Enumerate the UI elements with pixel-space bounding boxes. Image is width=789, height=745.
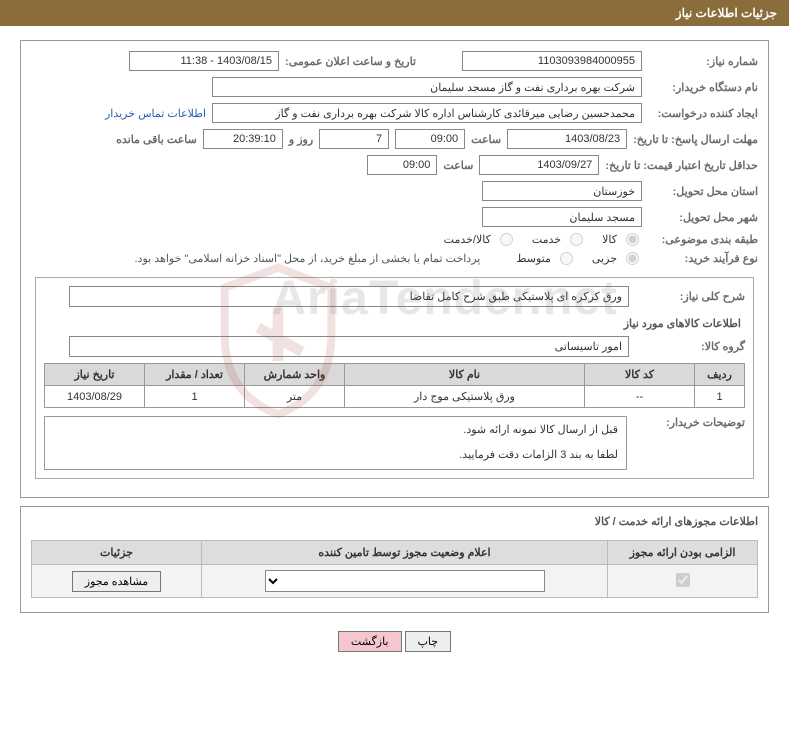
- cell-status: [202, 565, 608, 598]
- items-table: ردیف کد کالا نام کالا واحد شمارش تعداد /…: [44, 363, 745, 408]
- footer-buttons: چاپ بازگشت: [0, 623, 789, 668]
- mandatory-checkbox: [676, 573, 690, 587]
- th-mandatory: الزامی بودن ارائه مجوز: [608, 541, 758, 565]
- goods-group: امور تاسیساتی: [69, 336, 629, 357]
- th-status: اعلام وضعیت مجوز توسط تامین کننده: [202, 541, 608, 565]
- cat-goods-label: کالا: [602, 233, 617, 246]
- proc-partial-label: جزیی: [592, 252, 617, 265]
- buyer-org: شرکت بهره برداری نفت و گاز مسجد سلیمان: [212, 77, 642, 97]
- group-label: گروه کالا:: [635, 340, 745, 353]
- requester: محمدحسین رضایی میرقائدی کارشناس اداره کا…: [212, 103, 642, 123]
- cell-name: ورق پلاستیکی موج دار: [345, 386, 585, 408]
- th-details: جزئیات: [32, 541, 202, 565]
- requester-label: ایجاد کننده درخواست:: [648, 107, 758, 120]
- cell-qty: 1: [145, 386, 245, 408]
- th-code: کد کالا: [585, 364, 695, 386]
- th-unit: واحد شمارش: [245, 364, 345, 386]
- status-select[interactable]: [265, 570, 545, 592]
- cell-code: --: [585, 386, 695, 408]
- th-row: ردیف: [695, 364, 745, 386]
- cat-service-label: خدمت: [532, 233, 561, 246]
- buyer-note-label: توضیحات خریدار:: [635, 416, 745, 429]
- license-row: مشاهده مجوز: [32, 565, 758, 598]
- city: مسجد سلیمان: [482, 207, 642, 227]
- response-deadline-label: مهلت ارسال پاسخ: تا تاریخ:: [633, 133, 758, 146]
- validity-date: 1403/09/27: [479, 155, 599, 175]
- page-header: جزئیات اطلاعات نیاز: [0, 0, 789, 26]
- radio-mid: [560, 252, 573, 265]
- response-time: 09:00: [395, 129, 465, 149]
- print-button[interactable]: چاپ: [405, 631, 452, 652]
- th-name: نام کالا: [345, 364, 585, 386]
- cell-date: 1403/08/29: [45, 386, 145, 408]
- province: خوزستان: [482, 181, 642, 201]
- need-description: ورق کرکره ای پلاستیکی طبق شرح کامل تقاضا: [69, 286, 629, 307]
- radio-goods: [626, 233, 639, 246]
- license-title: اطلاعات مجوزهای ارائه خدمت / کالا: [31, 515, 758, 528]
- page-title: جزئیات اطلاعات نیاز: [676, 6, 777, 20]
- buyer-contact-link[interactable]: اطلاعات تماس خریدار: [105, 107, 206, 120]
- desc-label: شرح کلی نیاز:: [635, 290, 745, 303]
- buyer-note-text: قبل از ارسال کالا نمونه ارائه شود. لطفا …: [44, 416, 627, 470]
- back-button[interactable]: بازگشت: [338, 631, 402, 652]
- days-remaining: 7: [319, 129, 389, 149]
- province-label: استان محل تحویل:: [648, 185, 758, 198]
- license-panel: اطلاعات مجوزهای ارائه خدمت / کالا الزامی…: [20, 506, 769, 613]
- time-label-2: ساعت: [443, 159, 473, 172]
- th-date: تاریخ نیاز: [45, 364, 145, 386]
- description-box: شرح کلی نیاز: ورق کرکره ای پلاستیکی طبق …: [35, 277, 754, 479]
- cell-mandatory: [608, 565, 758, 598]
- radio-both: [500, 233, 513, 246]
- cell-details: مشاهده مجوز: [32, 565, 202, 598]
- buyer-org-label: نام دستگاه خریدار:: [648, 81, 758, 94]
- need-number-label: شماره نیاز:: [648, 55, 758, 68]
- validity-time: 09:00: [367, 155, 437, 175]
- city-label: شهر محل تحویل:: [648, 211, 758, 224]
- time-label-1: ساعت: [471, 133, 501, 146]
- need-number: 1103093984000955: [462, 51, 642, 71]
- cell-unit: متر: [245, 386, 345, 408]
- countdown: 20:39:10: [203, 129, 283, 149]
- payment-note: پرداخت تمام یا بخشی از مبلغ خرید، از محل…: [135, 252, 481, 265]
- process-label: نوع فرآیند خرید:: [648, 252, 758, 265]
- days-and-label: روز و: [289, 133, 313, 146]
- proc-mid-label: متوسط: [516, 252, 551, 265]
- announce-datetime: 1403/08/15 - 11:38: [129, 51, 279, 71]
- cat-both-label: کالا/خدمت: [444, 233, 491, 246]
- validity-label: حداقل تاریخ اعتبار قیمت: تا تاریخ:: [605, 159, 758, 172]
- goods-section-title: اطلاعات کالاهای مورد نیاز: [48, 317, 741, 330]
- remaining-label: ساعت باقی مانده: [116, 133, 197, 146]
- table-row: 1 -- ورق پلاستیکی موج دار متر 1 1403/08/…: [45, 386, 745, 408]
- cell-row: 1: [695, 386, 745, 408]
- radio-partial: [626, 252, 639, 265]
- response-date: 1403/08/23: [507, 129, 627, 149]
- license-table: الزامی بودن ارائه مجوز اعلام وضعیت مجوز …: [31, 540, 758, 598]
- category-label: طبقه بندی موضوعی:: [648, 233, 758, 246]
- th-qty: تعداد / مقدار: [145, 364, 245, 386]
- announce-label: تاریخ و ساعت اعلان عمومی:: [285, 55, 416, 68]
- view-license-button[interactable]: مشاهده مجوز: [72, 571, 161, 592]
- main-panel: AriaTender.net شماره نیاز: 1103093984000…: [20, 40, 769, 498]
- radio-service: [570, 233, 583, 246]
